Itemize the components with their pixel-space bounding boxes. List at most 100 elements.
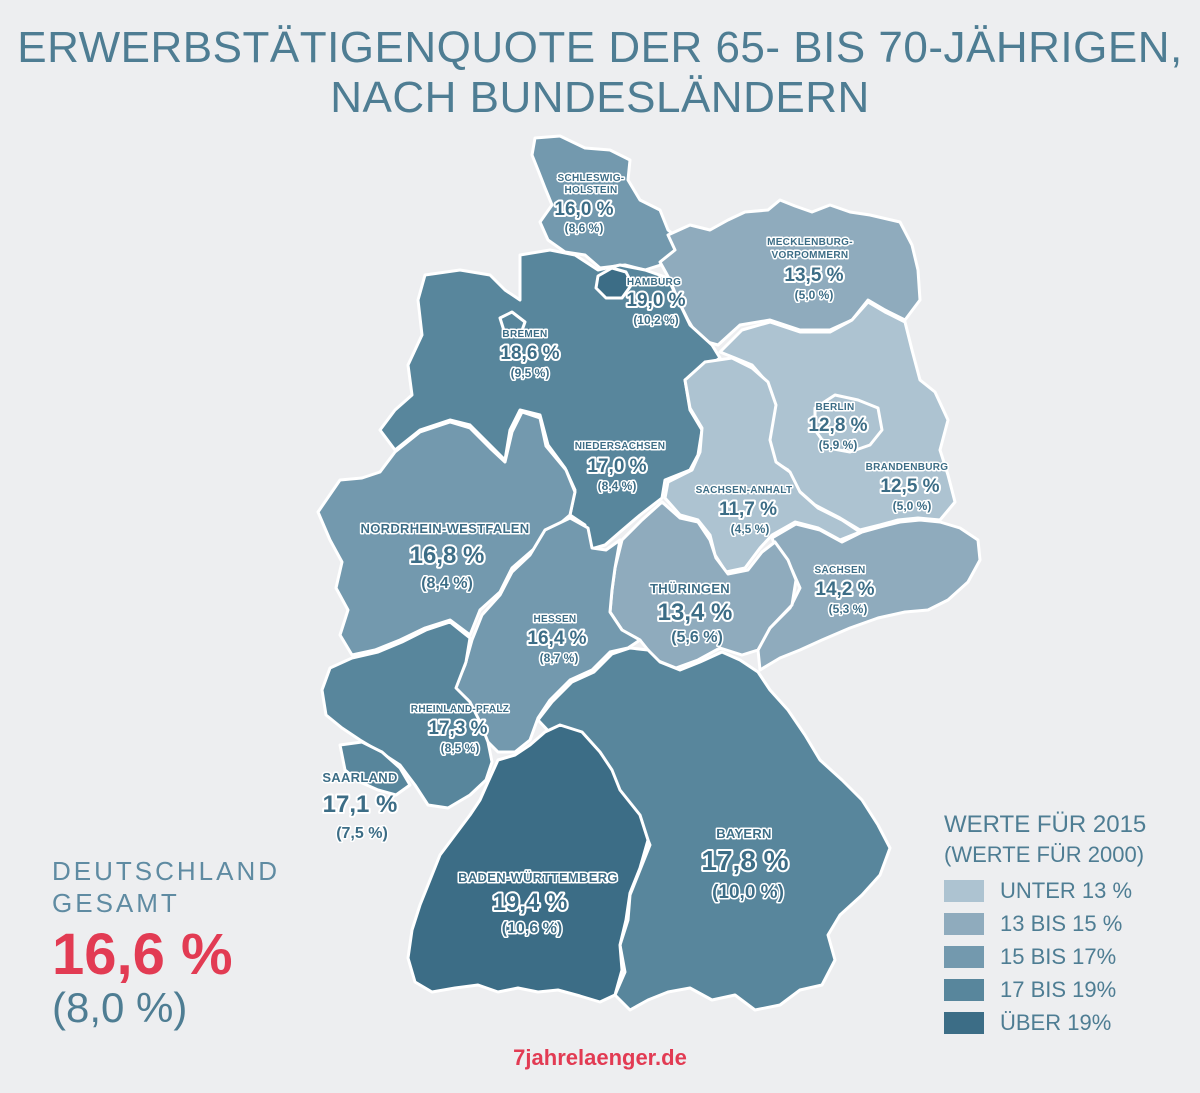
svg-text:NIEDERSACHSEN: NIEDERSACHSEN — [575, 441, 666, 452]
total-label-line-1: DEUTSCHLAND — [52, 856, 281, 886]
legend-swatch — [944, 978, 984, 1001]
total-old-value: (8,0 %) — [52, 984, 188, 1031]
legend-item-label: ÜBER 19% — [1000, 1009, 1112, 1035]
svg-text:17,8 %: 17,8 % — [701, 845, 788, 876]
region-sachsen-anhalt — [663, 356, 862, 574]
svg-text:(5,0 %): (5,0 %) — [795, 288, 834, 302]
svg-text:12,8 %: 12,8 % — [808, 415, 867, 436]
label-brandenburg: BRANDENBURG 12,5 % (5,0 %) — [864, 461, 949, 515]
legend-item-label: 13 BIS 15 % — [1000, 910, 1123, 936]
label-saarland: SAARLAND 17,1 % (7,5 %) — [321, 769, 400, 844]
svg-text:VORPOMMERN: VORPOMMERN — [772, 250, 849, 261]
legend-item-label: 15 BIS 17% — [1000, 943, 1117, 969]
label-hessen: HESSEN 16,4 % (8,7 %) — [525, 613, 588, 667]
label-sachsen-anhalt: SACHSEN-ANHALT 11,7 % (4,5 %) — [694, 484, 793, 538]
svg-text:SAARLAND: SAARLAND — [322, 770, 397, 785]
svg-text:MECKLENBURG-: MECKLENBURG- — [767, 237, 853, 248]
svg-text:(8,7 %): (8,7 %) — [540, 651, 579, 665]
label-hamburg: HAMBURG 19,0 % (10,2 %) — [624, 276, 687, 329]
svg-text:19,0 %: 19,0 % — [626, 290, 685, 311]
svg-text:(10,2 %): (10,2 %) — [633, 313, 678, 327]
svg-text:(10,0 %): (10,0 %) — [712, 882, 784, 903]
svg-text:(5,6 %): (5,6 %) — [671, 629, 723, 646]
svg-text:SCHLESWIG-: SCHLESWIG- — [558, 173, 625, 184]
label-rheinland-pfalz: RHEINLAND-PFALZ 17,3 % (8,5 %) — [409, 703, 510, 757]
label-baden-wuerttemberg: BADEN-WÜRTTEMBERG 19,4 % (10,6 %) — [457, 869, 619, 939]
svg-text:(9,5 %): (9,5 %) — [511, 366, 550, 380]
brand-link[interactable]: 7jahrelaenger.de — [513, 1045, 687, 1070]
label-nordrhein-westfalen: NORDRHEIN-WESTFALEN 16,8 % (8,4 %) — [359, 520, 531, 594]
legend-item: UNTER 13 % — [944, 874, 1146, 907]
svg-text:HESSEN: HESSEN — [534, 614, 577, 625]
germany-total: DEUTSCHLAND GESAMT 16,6 % (8,0 %) — [52, 855, 280, 1031]
label-berlin: BERLIN 12,8 % (5,9 %) — [806, 401, 869, 454]
svg-text:(4,5 %): (4,5 %) — [731, 522, 770, 536]
label-bayern: BAYERN 17,8 % (10,0 %) — [699, 825, 790, 905]
label-bremen: BREMEN 18,6 % (9,5 %) — [498, 328, 561, 382]
svg-text:BRANDENBURG: BRANDENBURG — [866, 462, 949, 473]
svg-text:(5,3 %): (5,3 %) — [829, 602, 868, 616]
svg-text:(8,4 %): (8,4 %) — [421, 575, 473, 592]
legend-swatch — [944, 1011, 984, 1034]
svg-text:17,0 %: 17,0 % — [587, 456, 646, 477]
legend-subtitle: (WERTE FÜR 2000) — [944, 842, 1145, 867]
label-schleswig-holstein: SCHLESWIG- HOLSTEIN 16,0 % (8,6 %) — [552, 172, 625, 237]
label-mecklenburg-vorpommern: MECKLENBURG- VORPOMMERN 13,5 % (5,0 %) — [766, 236, 855, 304]
legend-item-label: 17 BIS 19% — [1000, 976, 1117, 1002]
svg-text:16,8 %: 16,8 % — [410, 542, 485, 569]
total-value: 16,6 % — [52, 922, 233, 987]
legend-item: 15 BIS 17% — [944, 940, 1146, 973]
svg-text:BADEN-WÜRTTEMBERG: BADEN-WÜRTTEMBERG — [458, 870, 618, 885]
svg-text:BAYERN: BAYERN — [716, 826, 772, 841]
region-baden-wuerttemberg — [406, 723, 650, 1004]
svg-text:(8,4 %): (8,4 %) — [598, 479, 637, 493]
label-sachsen: SACHSEN 14,2 % (5,3 %) — [813, 564, 877, 618]
svg-text:(10,6 %): (10,6 %) — [502, 920, 562, 937]
legend-item: ÜBER 19% — [944, 1006, 1146, 1039]
svg-text:THÜRINGEN: THÜRINGEN — [650, 581, 730, 596]
legend: WERTE FÜR 2015 (WERTE FÜR 2000) UNTER 13… — [944, 810, 1146, 1039]
svg-text:17,3 %: 17,3 % — [428, 718, 487, 739]
svg-text:SACHSEN: SACHSEN — [815, 565, 866, 576]
map-title-line-2: NACH BUNDESLÄNDERN — [330, 73, 870, 122]
legend-title: WERTE FÜR 2015 — [944, 811, 1147, 838]
svg-text:(5,0 %): (5,0 %) — [893, 499, 932, 513]
svg-text:16,0 %: 16,0 % — [554, 199, 613, 220]
svg-text:SACHSEN-ANHALT: SACHSEN-ANHALT — [696, 485, 793, 496]
svg-text:NORDRHEIN-WESTFALEN: NORDRHEIN-WESTFALEN — [361, 521, 530, 536]
svg-text:HAMBURG: HAMBURG — [627, 277, 681, 288]
svg-text:(8,5 %): (8,5 %) — [441, 741, 480, 755]
svg-text:17,1 %: 17,1 % — [323, 791, 398, 818]
svg-text:(7,5 %): (7,5 %) — [336, 825, 388, 842]
svg-text:(8,6 %): (8,6 %) — [565, 221, 604, 235]
svg-text:BERLIN: BERLIN — [815, 402, 854, 413]
region-hamburg — [594, 266, 634, 300]
label-thueringen: THÜRINGEN 13,4 % (5,6 %) — [649, 580, 735, 648]
region-rheinland-pfalz — [320, 620, 494, 810]
region-schleswig-holstein — [530, 134, 692, 272]
legend-swatch — [944, 912, 984, 935]
region-berlin — [813, 393, 884, 454]
svg-text:HOLSTEIN: HOLSTEIN — [565, 185, 618, 196]
svg-text:14,2 %: 14,2 % — [815, 579, 874, 600]
svg-text:16,4 %: 16,4 % — [527, 628, 586, 649]
legend-swatch — [944, 879, 984, 902]
label-niedersachsen: NIEDERSACHSEN 17,0 % (8,4 %) — [573, 440, 666, 495]
svg-text:18,6 %: 18,6 % — [500, 343, 559, 364]
legend-swatch — [944, 945, 984, 968]
region-hessen — [453, 516, 642, 754]
svg-text:12,5 %: 12,5 % — [880, 476, 939, 497]
legend-item: 13 BIS 15 % — [944, 907, 1146, 940]
map-title-line-1: ERWERBSTÄTIGENQUOTE DER 65- BIS 70-JÄHRI… — [17, 23, 1183, 72]
svg-text:11,7 %: 11,7 % — [719, 499, 777, 520]
legend-item-label: UNTER 13 % — [1000, 877, 1133, 903]
region-bremen — [498, 310, 527, 338]
svg-text:13,4 %: 13,4 % — [658, 599, 733, 626]
region-saarland — [338, 740, 412, 797]
svg-text:(5,9 %): (5,9 %) — [819, 438, 858, 452]
svg-text:13,5 %: 13,5 % — [784, 265, 843, 286]
svg-text:BREMEN: BREMEN — [502, 329, 547, 340]
total-label-line-2: GESAMT — [52, 888, 180, 918]
svg-text:RHEINLAND-PFALZ: RHEINLAND-PFALZ — [411, 704, 509, 715]
